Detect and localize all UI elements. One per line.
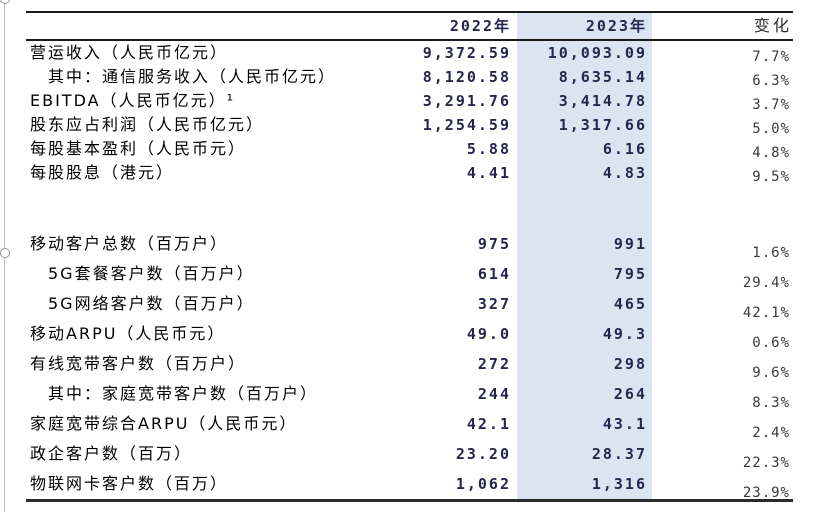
table-row: 移动客户总数（百万户） 975 991 1.6% — [26, 229, 793, 261]
row-label: 营运收入（人民币亿元） — [30, 42, 229, 62]
table-row: 每股基本盈利（人民币元） 5.88 6.16 4.8% — [26, 137, 793, 161]
value-change: 29.4% — [742, 274, 790, 291]
selection-handle-top-icon[interactable] — [0, 0, 10, 4]
column-header-2022: 2022年 — [449, 16, 511, 35]
row-label: 其中：通信服务收入（人民币亿元） — [48, 66, 337, 86]
value-change: 5.0% — [752, 120, 790, 137]
table-row: 5G套餐客户数（百万户） 614 795 29.4% — [26, 259, 793, 291]
value-2022: 9,372.59 — [422, 43, 511, 62]
table-row: 有线宽带客户数（百万户） 272 298 9.6% — [26, 349, 793, 381]
value-change: 6.3% — [752, 72, 790, 89]
table-row: 家庭宽带综合ARPU（人民币元） 42.1 43.1 2.4% — [26, 409, 793, 441]
table-header-rule — [26, 38, 793, 41]
value-2022: 42.1 — [466, 414, 511, 433]
table-group-gap — [26, 185, 793, 229]
table-row: 5G网络客户数（百万户） 327 465 42.1% — [26, 289, 793, 321]
value-2023: 4.83 — [602, 163, 647, 182]
value-2022: 614 — [477, 264, 511, 283]
row-label: 每股基本盈利（人民币元） — [30, 138, 247, 158]
selection-handle-middle-icon[interactable] — [0, 248, 10, 258]
value-2023: 43.1 — [602, 414, 647, 433]
table-rows-group-customers: 移动客户总数（百万户） 975 991 1.6% 5G套餐客户数（百万户） 614 795 2… — [26, 229, 793, 501]
value-2022: 8,120.58 — [422, 67, 511, 86]
value-2022: 5.88 — [466, 139, 511, 158]
value-2022: 4.41 — [466, 163, 511, 182]
table-top-rule — [26, 11, 793, 13]
value-2023: 795 — [613, 264, 647, 283]
row-label: 政企客户数（百万） — [30, 443, 193, 463]
value-2022: 975 — [477, 234, 511, 253]
value-2022: 49.0 — [466, 324, 511, 343]
value-2023: 3,414.78 — [558, 91, 647, 110]
value-change: 23.9% — [742, 484, 790, 501]
value-2023: 1,317.66 — [558, 115, 647, 134]
table-row: 其中：家庭宽带客户数（百万户） 244 264 8.3% — [26, 379, 793, 411]
value-2022: 1,254.59 — [422, 115, 511, 134]
row-label: 其中：家庭宽带客户数（百万户） — [48, 383, 319, 403]
table-row: EBITDA（人民币亿元）¹ 3,291.76 3,414.78 3.7% — [26, 89, 793, 113]
value-2023: 264 — [613, 384, 647, 403]
row-label: EBITDA（人民币亿元）¹ — [30, 90, 235, 110]
value-2022: 327 — [477, 294, 511, 313]
value-change: 0.6% — [752, 334, 790, 351]
value-change: 42.1% — [742, 304, 790, 321]
value-2023: 1,316 — [591, 474, 647, 493]
value-change: 4.8% — [752, 144, 790, 161]
value-2023: 49.3 — [602, 324, 647, 343]
value-2022: 244 — [477, 384, 511, 403]
row-label: 5G网络客户数（百万户） — [48, 293, 255, 313]
value-change: 8.3% — [752, 394, 790, 411]
table-row: 营运收入（人民币亿元） 9,372.59 10,093.09 7.7% — [26, 41, 793, 65]
value-change: 7.7% — [752, 48, 790, 65]
value-change: 22.3% — [742, 454, 790, 471]
value-2023: 10,093.09 — [547, 43, 647, 62]
value-2023: 28.37 — [591, 444, 647, 463]
column-header-change: 变化 — [753, 15, 792, 35]
highlight-column-2023 — [517, 12, 652, 499]
row-label: 物联网卡客户数（百万） — [30, 473, 229, 493]
table-rows-group-financial: 营运收入（人民币亿元） 9,372.59 10,093.09 7.7% 其中：通信服务收… — [26, 41, 793, 185]
column-header-2023: 2023年 — [585, 16, 647, 35]
row-label: 家庭宽带综合ARPU（人民币元） — [30, 413, 298, 433]
value-2022: 3,291.76 — [422, 91, 511, 110]
value-change: 9.6% — [752, 364, 790, 381]
row-label: 5G套餐客户数（百万户） — [48, 263, 255, 283]
row-label: 股东应占利润（人民币亿元） — [30, 114, 265, 134]
value-change: 1.6% — [752, 244, 790, 261]
table-row: 其中：通信服务收入（人民币亿元） 8,120.58 8,635.14 6.3% — [26, 65, 793, 89]
table-row: 政企客户数（百万） 23.20 28.37 22.3% — [26, 439, 793, 471]
row-label: 有线宽带客户数（百万户） — [30, 353, 247, 373]
table-row: 每股股息（港元） 4.41 4.83 9.5% — [26, 161, 793, 185]
value-2023: 6.16 — [602, 139, 647, 158]
value-2022: 23.20 — [455, 444, 511, 463]
value-change: 9.5% — [752, 168, 790, 185]
table-row: 股东应占利润（人民币亿元） 1,254.59 1,317.66 5.0% — [26, 113, 793, 137]
value-2023: 8,635.14 — [558, 67, 647, 86]
value-change: 2.4% — [752, 424, 790, 441]
value-2023: 991 — [613, 234, 647, 253]
value-2023: 465 — [613, 294, 647, 313]
value-2022: 1,062 — [455, 474, 511, 493]
row-label: 移动客户总数（百万户） — [30, 233, 229, 253]
value-2022: 272 — [477, 354, 511, 373]
row-label: 移动ARPU（人民币元） — [30, 323, 226, 343]
value-change: 3.7% — [752, 96, 790, 113]
table-row: 移动ARPU（人民币元） 49.0 49.3 0.6% — [26, 319, 793, 351]
table-header-row: 2022年 2023年 变化 — [26, 13, 793, 39]
value-2023: 298 — [613, 354, 647, 373]
table-bottom-rule — [26, 498, 793, 502]
row-label: 每股股息（港元） — [30, 162, 175, 182]
financial-highlights-table: 2022年 2023年 变化 营运收入（人民币亿元） 9,372.59 10,093… — [26, 11, 793, 502]
table-row: 物联网卡客户数（百万） 1,062 1,316 23.9% — [26, 469, 793, 501]
